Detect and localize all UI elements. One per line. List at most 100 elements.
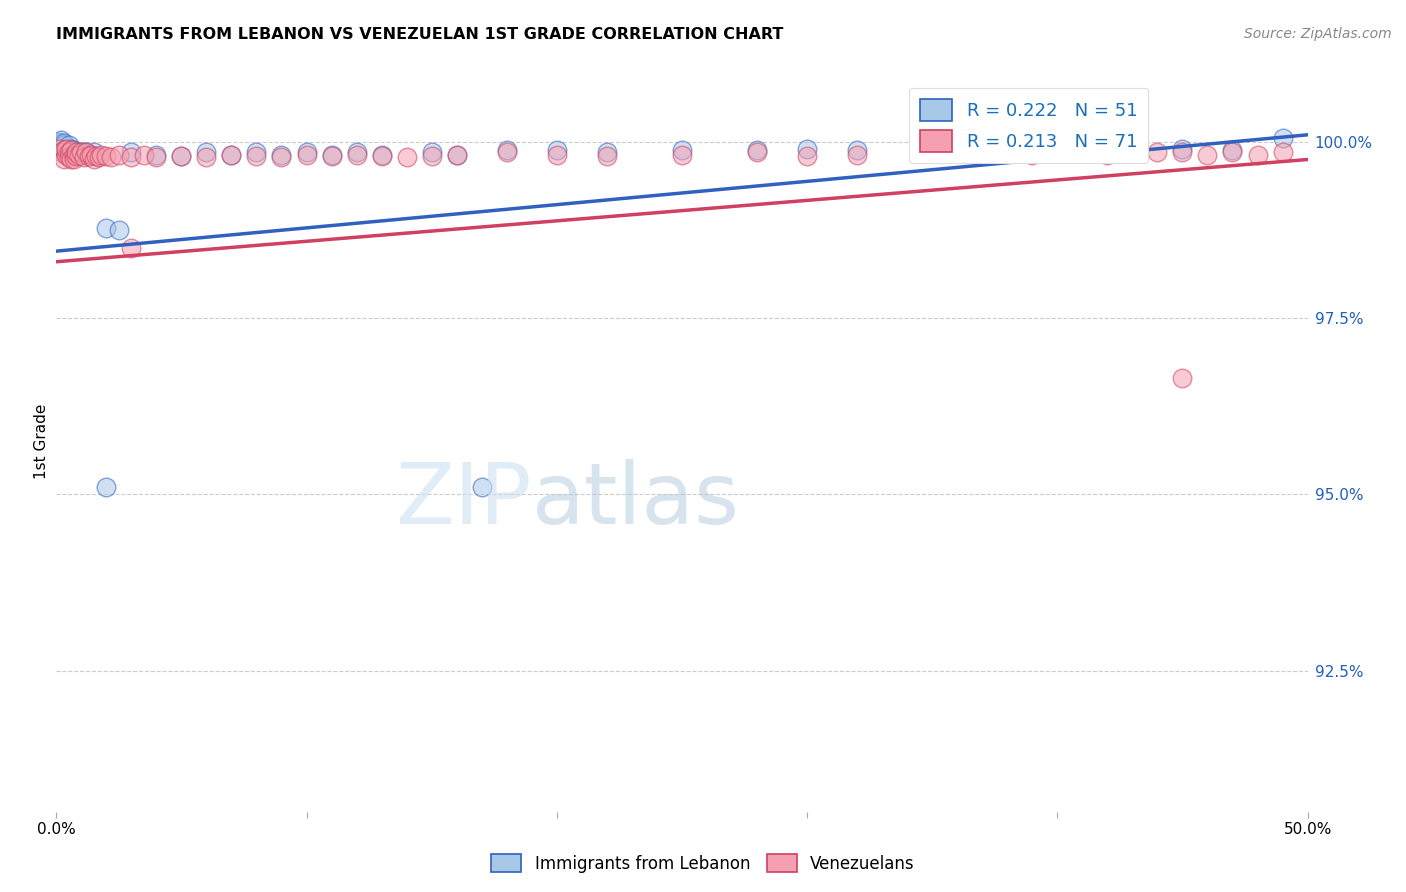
Point (80, 147, 103, 161)
Point (921, 144, 943, 158)
Point (370, 149, 392, 163)
Point (1246, 147, 1268, 161)
Point (846, 144, 869, 158)
Point (52, 144, 75, 158)
Point (51, 136, 73, 151)
Point (346, 147, 368, 161)
Point (846, 147, 869, 161)
Point (495, 144, 517, 158)
Point (60, 142, 83, 156)
Point (671, 147, 693, 161)
Point (75, 145, 97, 160)
Point (58, 145, 80, 160)
Point (55, 147, 77, 161)
Point (745, 145, 768, 160)
Legend: Immigrants from Lebanon, Venezuelans: Immigrants from Lebanon, Venezuelans (485, 847, 921, 880)
Point (170, 149, 193, 163)
Text: atlas: atlas (531, 459, 740, 542)
Text: IMMIGRANTS FROM LEBANON VS VENEZUELAN 1ST GRADE CORRELATION CHART: IMMIGRANTS FROM LEBANON VS VENEZUELAN 1S… (56, 27, 783, 42)
Point (58, 145, 80, 160)
Point (1171, 371, 1194, 385)
Point (972, 147, 994, 161)
Point (52, 138, 75, 153)
Point (245, 145, 267, 160)
Point (1222, 144, 1244, 158)
Point (170, 149, 193, 163)
Point (195, 150, 218, 164)
Point (77, 149, 100, 163)
Point (1171, 145, 1194, 160)
Point (65, 149, 87, 163)
Point (96, 149, 118, 163)
Point (145, 150, 167, 164)
Point (73, 145, 96, 160)
Point (420, 145, 443, 160)
Point (62, 144, 84, 158)
Point (62, 153, 84, 167)
Point (84, 149, 107, 163)
Point (221, 147, 243, 161)
Point (55, 142, 77, 156)
Point (1171, 142, 1194, 156)
Point (370, 147, 392, 161)
Point (1097, 147, 1119, 161)
Point (321, 149, 343, 163)
Point (145, 147, 167, 161)
Point (48, 142, 70, 156)
Point (921, 145, 943, 160)
Point (596, 149, 619, 163)
Point (120, 241, 142, 255)
Point (100, 150, 122, 164)
Point (745, 144, 768, 158)
Point (995, 142, 1018, 156)
Point (796, 149, 818, 163)
Point (1197, 147, 1219, 161)
Text: ZIP: ZIP (395, 459, 531, 542)
Point (1097, 144, 1119, 158)
Point (1271, 145, 1294, 160)
Point (446, 147, 468, 161)
Point (65, 145, 87, 160)
Point (58, 150, 80, 164)
Point (471, 480, 494, 494)
Point (73, 150, 96, 164)
Point (796, 142, 818, 156)
Point (87, 150, 110, 164)
Point (245, 149, 267, 163)
Point (58, 138, 80, 153)
Point (83, 145, 105, 160)
Point (67, 147, 90, 161)
Point (395, 150, 418, 164)
Point (270, 150, 292, 164)
Point (108, 147, 131, 161)
Point (96, 480, 118, 494)
Point (195, 145, 218, 160)
Point (446, 147, 468, 161)
Point (1021, 147, 1043, 161)
Point (1146, 145, 1168, 160)
Text: Source: ZipAtlas.com: Source: ZipAtlas.com (1244, 27, 1392, 41)
Point (671, 144, 693, 158)
Point (1271, 131, 1294, 145)
Point (495, 145, 517, 160)
Point (596, 145, 619, 160)
Point (1046, 145, 1069, 160)
Point (52, 136, 75, 151)
Point (80, 147, 103, 161)
Point (295, 147, 318, 161)
Point (51, 133, 73, 147)
Point (96, 220, 118, 235)
Point (60, 144, 83, 158)
Point (51, 145, 73, 160)
Point (321, 147, 343, 161)
Legend: R = 0.222   N = 51, R = 0.213   N = 71: R = 0.222 N = 51, R = 0.213 N = 71 (910, 87, 1149, 162)
Point (120, 150, 142, 164)
Point (108, 223, 131, 237)
Point (546, 147, 568, 161)
Point (221, 147, 243, 161)
Point (65, 145, 87, 160)
Point (1046, 142, 1069, 156)
Point (70, 147, 93, 161)
Point (75, 145, 97, 160)
Point (1222, 145, 1244, 160)
